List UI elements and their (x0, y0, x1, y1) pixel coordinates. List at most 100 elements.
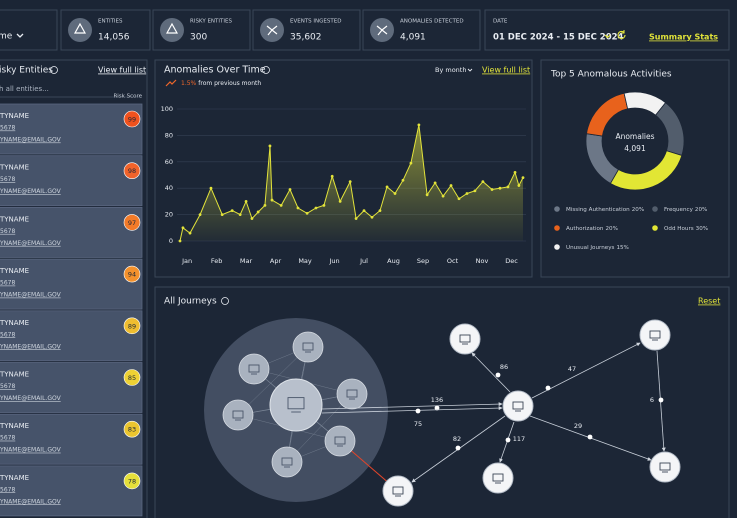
stat-label: EVENTS INGESTED (290, 19, 341, 25)
info-icon (262, 66, 270, 74)
data-point (506, 185, 510, 189)
entity-card[interactable] (0, 258, 143, 310)
entity-card[interactable] (0, 465, 143, 517)
entity-email: YNAME@EMAIL.GOV (0, 447, 62, 454)
x-tick-label: May (298, 257, 312, 265)
entity-card[interactable] (0, 362, 143, 413)
data-point (330, 174, 334, 178)
legend-swatch (652, 225, 658, 231)
entity-card[interactable] (0, 206, 143, 258)
edge-label: 82 (453, 435, 461, 443)
risk-score: 85 (128, 374, 136, 382)
monitor-icon (649, 330, 661, 339)
data-point (314, 206, 318, 210)
legend-value: 20% (605, 226, 617, 232)
data-point (288, 188, 292, 191)
x-tick-label: Jul (359, 257, 368, 265)
data-point (401, 178, 405, 182)
data-point (385, 185, 389, 189)
risk-score-badge (123, 214, 141, 231)
journey-edge (321, 402, 503, 410)
cluster-node[interactable] (222, 399, 254, 431)
cluster-node[interactable] (238, 353, 270, 385)
monitor-icon (392, 486, 404, 495)
data-point (279, 203, 283, 207)
journey-edge (321, 406, 503, 414)
data-point (490, 188, 494, 191)
edge-dot (455, 445, 461, 451)
trend-icon (165, 79, 177, 87)
cluster-edge (237, 346, 309, 416)
data-point (238, 213, 242, 217)
y-tick-label: 60 (165, 158, 173, 166)
reset-link[interactable]: Reset (698, 297, 720, 306)
period-control[interactable]: By month (435, 66, 466, 74)
data-point (521, 176, 525, 180)
entity-card[interactable] (0, 413, 143, 465)
entity-name: TYNAME (0, 422, 29, 430)
edge-dot (587, 434, 593, 440)
data-point (513, 170, 517, 174)
x-tick-label: Sep (417, 257, 429, 265)
cluster-edge (286, 393, 353, 463)
edge-label: 6 (650, 396, 654, 404)
info-icon (50, 66, 58, 74)
data-point (449, 184, 453, 187)
legend-value: 20% (632, 207, 644, 213)
entity-email: YNAME@EMAIL.GOV (0, 137, 62, 144)
data-point (409, 161, 413, 165)
cluster-node[interactable] (324, 425, 356, 457)
journey-node[interactable] (502, 390, 534, 422)
edge-label: 86 (500, 363, 508, 371)
journey-node[interactable] (649, 451, 681, 483)
entity-card[interactable] (0, 155, 143, 207)
stat-value: 14,056 (98, 33, 130, 43)
entity-name: TYNAME (0, 319, 29, 327)
chart-title: Anomalies Over Time (164, 65, 266, 76)
info-icon (221, 297, 229, 305)
journey-node[interactable] (639, 319, 671, 351)
risk-score: 78 (128, 477, 136, 485)
chevron-icon (16, 33, 24, 38)
entity-card[interactable] (0, 310, 143, 362)
data-point (498, 186, 502, 190)
data-point (296, 206, 300, 210)
legend-name: Authorization (566, 226, 604, 232)
journey-node[interactable] (449, 323, 481, 355)
edge-dot (545, 385, 551, 391)
entities-link[interactable]: View full list (98, 66, 146, 75)
risk-score-badge (123, 110, 141, 128)
cluster-node[interactable] (336, 378, 368, 410)
risk-score: 97 (128, 219, 136, 227)
stat-label: ENTITIES (98, 19, 123, 25)
entity-card[interactable] (0, 103, 143, 155)
summary-link[interactable]: Summary Stats (649, 33, 718, 42)
search-input[interactable]: h all entities... (0, 85, 49, 93)
entity-name: TYNAME (0, 112, 29, 120)
data-point (417, 123, 421, 127)
journey-node[interactable] (482, 462, 514, 494)
journeys-title: All Journeys (164, 297, 217, 307)
x-tick-label: Nov (476, 257, 489, 265)
cluster-center-node[interactable] (269, 378, 323, 432)
entity-name: TYNAME (0, 215, 29, 223)
legend-value: 20% (695, 207, 707, 213)
edge-dot (505, 437, 511, 443)
chart-link[interactable]: View full list (482, 66, 530, 75)
y-tick-label: 40 (165, 184, 173, 192)
monitor-icon (281, 457, 293, 466)
entity-id: 5678 (0, 486, 15, 493)
date-value[interactable]: 01 DEC 2024 - 15 DEC 2024 (493, 33, 624, 43)
data-point (256, 210, 260, 214)
risk-score: 98 (128, 167, 136, 175)
legend-swatch (554, 225, 560, 231)
data-point (354, 217, 358, 220)
legend-value: 15% (616, 245, 628, 251)
view-selector[interactable]: me (0, 32, 13, 42)
cluster-node[interactable] (271, 446, 303, 478)
refresh-icon[interactable] (617, 30, 626, 39)
monitor-icon (287, 397, 305, 410)
area-fill (180, 124, 523, 241)
journey-node[interactable] (382, 475, 414, 507)
cluster-node[interactable] (292, 331, 324, 363)
